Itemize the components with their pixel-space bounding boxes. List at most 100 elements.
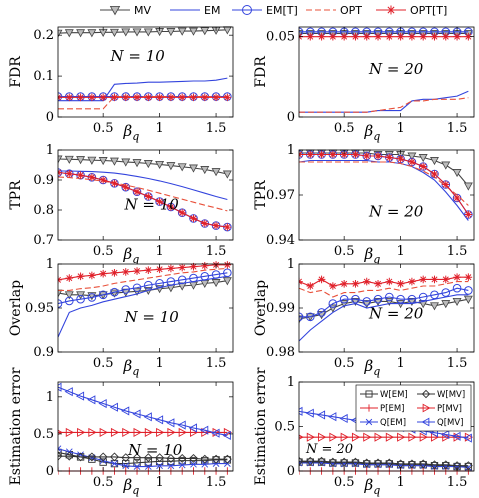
data-point-opt-t bbox=[329, 32, 337, 41]
data-point-opt-t bbox=[385, 153, 394, 162]
x-tick-label: 1.5 bbox=[206, 475, 227, 490]
data-point-opt-t bbox=[144, 192, 153, 201]
data-point-q-mv bbox=[75, 391, 85, 401]
data-point-em-t bbox=[373, 294, 383, 304]
data-point-em-t bbox=[339, 294, 349, 304]
series-group bbox=[299, 27, 473, 113]
data-point-opt-t bbox=[65, 169, 74, 178]
data-point-opt-t bbox=[306, 32, 315, 41]
data-point-opt-t bbox=[396, 280, 405, 288]
x-axis-label: βq bbox=[123, 122, 140, 143]
series-line-em bbox=[58, 170, 228, 201]
y-axis-label: Overlap bbox=[8, 280, 24, 336]
data-point-em-t bbox=[430, 290, 439, 300]
panel-annotation: N = 20 bbox=[368, 203, 424, 221]
data-point-opt-t bbox=[464, 32, 473, 41]
data-point-opt-t bbox=[441, 32, 450, 41]
data-point-w-mv bbox=[463, 461, 473, 471]
data-point-opt-t bbox=[212, 221, 220, 230]
data-point-opt-t bbox=[200, 261, 209, 270]
legend-label: W[EM] bbox=[380, 390, 408, 400]
legend-box bbox=[95, 1, 463, 19]
legend-marker bbox=[422, 403, 431, 413]
data-point-mv bbox=[222, 170, 232, 179]
data-point-q-mv bbox=[305, 408, 314, 418]
panel-overlap-n20: 0.5 1 1.5 βq 0.98 0.99 1 Overlap N = 20 bbox=[253, 257, 475, 378]
data-point-mv bbox=[430, 157, 439, 166]
data-point-opt-t bbox=[396, 32, 405, 41]
data-point-q-mv bbox=[177, 420, 186, 430]
data-point-opt-t bbox=[144, 266, 153, 274]
data-point-q-mv bbox=[299, 406, 303, 416]
legend-item-p-em: P[EM] bbox=[360, 404, 404, 414]
data-point-mv bbox=[132, 159, 142, 168]
data-point-q-mv bbox=[328, 412, 337, 422]
series-line-mv bbox=[58, 29, 228, 34]
x-axis-label: βq bbox=[364, 245, 381, 266]
data-point-q-mv bbox=[154, 415, 164, 425]
panel-annotation: N = 10 bbox=[110, 47, 166, 65]
data-point-em-t bbox=[144, 280, 153, 290]
legend-label: OPT[T] bbox=[410, 4, 447, 17]
axis-frame bbox=[298, 26, 475, 118]
panel-annotation: N = 20 bbox=[305, 442, 353, 457]
series-line-opt bbox=[58, 96, 228, 110]
data-point-q-em bbox=[58, 445, 62, 453]
x-tick-label: 1.5 bbox=[447, 121, 468, 136]
data-point-w-mv bbox=[64, 451, 74, 461]
y-tick-label: 0.94 bbox=[266, 233, 295, 248]
series-line-opt bbox=[299, 161, 469, 206]
data-point-q-mv bbox=[87, 395, 96, 405]
series-line-q-em bbox=[58, 448, 228, 468]
series-line-q-mv bbox=[58, 386, 228, 436]
data-point-em-t bbox=[223, 268, 232, 278]
data-point-opt-t bbox=[329, 282, 337, 290]
data-point-q-mv bbox=[121, 406, 130, 416]
data-point-mv bbox=[407, 152, 417, 161]
data-point-mv bbox=[362, 300, 372, 309]
data-point-w-mv bbox=[58, 451, 63, 461]
data-point-q-em bbox=[133, 463, 141, 470]
data-point-w-mv bbox=[177, 453, 187, 463]
panel-annotation: N = 10 bbox=[124, 195, 180, 213]
data-point-mv bbox=[418, 154, 428, 163]
x-tick-label: 1.5 bbox=[206, 244, 227, 259]
data-point-opt-t bbox=[430, 32, 439, 41]
data-point-opt-t bbox=[76, 272, 85, 281]
legend-label: Q[MV] bbox=[437, 418, 463, 428]
data-point-q-em bbox=[156, 462, 163, 470]
data-point-mv bbox=[64, 291, 74, 300]
data-point-opt-t bbox=[155, 93, 164, 102]
series-line-opt-t bbox=[299, 153, 469, 215]
data-point-opt-t bbox=[99, 93, 107, 102]
data-point-em-t bbox=[211, 270, 221, 279]
data-point-w-mv bbox=[351, 457, 360, 467]
data-point-p-mv bbox=[363, 432, 372, 442]
data-point-mv bbox=[200, 166, 210, 175]
data-point-mv bbox=[58, 29, 63, 38]
legend-marker bbox=[421, 389, 431, 399]
y-tick-label: 0.5 bbox=[274, 420, 295, 435]
data-point-em-t bbox=[110, 287, 119, 297]
data-point-w-mv bbox=[317, 456, 327, 466]
data-point-w-mv bbox=[305, 456, 315, 466]
data-point-opt-t bbox=[178, 263, 186, 272]
legend-item-q-mv: Q[MV] bbox=[417, 417, 463, 428]
data-point-mv bbox=[441, 300, 451, 309]
y-tick-label: 0.05 bbox=[266, 30, 295, 45]
series-line-mv bbox=[58, 158, 228, 175]
legend-marker bbox=[365, 404, 373, 412]
data-point-em-t bbox=[177, 275, 187, 285]
data-point-p-mv bbox=[397, 432, 406, 442]
panel-annotation: N = 10 bbox=[127, 441, 183, 459]
data-point-em-t bbox=[407, 294, 417, 304]
data-point-q-em bbox=[223, 460, 231, 467]
data-point-q-em bbox=[111, 460, 118, 467]
data-point-mv bbox=[58, 289, 63, 298]
panel-overlap-n10: 0.5 1 1.5 βq 0.9 0.95 1 Overlap N = 10 bbox=[8, 257, 234, 378]
data-point-mv bbox=[189, 27, 198, 36]
data-point-opt-t bbox=[419, 32, 427, 41]
data-point-opt-t bbox=[76, 171, 85, 179]
data-point-q-mv bbox=[211, 428, 220, 438]
